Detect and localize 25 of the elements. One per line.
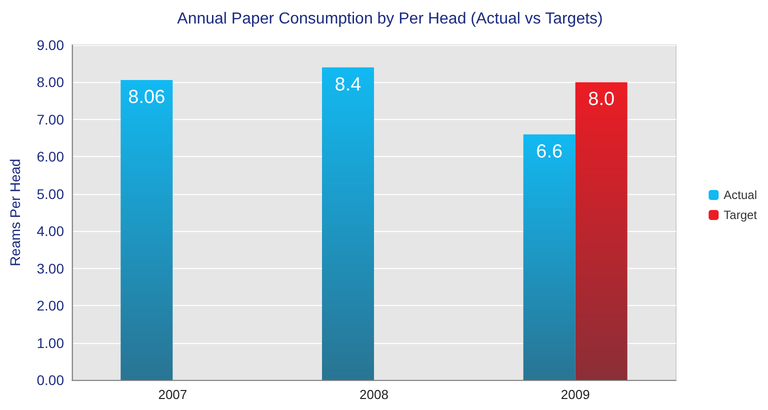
y-tick-label: 9.00	[36, 37, 64, 53]
y-tick-label: 4.00	[36, 223, 64, 240]
y-tick-label: 6.00	[36, 148, 64, 165]
y-tick-label: 8.00	[36, 74, 64, 90]
bar	[575, 82, 628, 380]
bar	[322, 67, 374, 380]
x-tick-label: 2007	[158, 387, 188, 402]
data-label: 6.6	[536, 141, 563, 162]
data-label: 8.0	[588, 89, 615, 110]
y-axis-title: Reams Per Head	[7, 158, 23, 266]
y-tick-label: 2.00	[36, 298, 64, 314]
x-tick-label: 2008	[360, 387, 388, 402]
y-tick-label: 3.00	[36, 260, 64, 276]
y-tick-label: 5.00	[36, 186, 64, 202]
bar	[120, 80, 173, 380]
data-label: 8.06	[128, 86, 166, 108]
x-tick-label: 2009	[560, 387, 590, 402]
y-tick-label: 7.00	[36, 111, 64, 128]
chart-title: Annual Paper Consumption by Per Head (Actual vs Targets)	[177, 10, 603, 28]
bar	[523, 134, 576, 380]
y-tick-label: 1.00	[36, 334, 64, 351]
y-tick-label: 0.00	[36, 372, 64, 388]
legend-label: Target	[724, 208, 758, 222]
legend-label: Actual	[724, 188, 758, 202]
data-label: 8.4	[334, 74, 362, 96]
